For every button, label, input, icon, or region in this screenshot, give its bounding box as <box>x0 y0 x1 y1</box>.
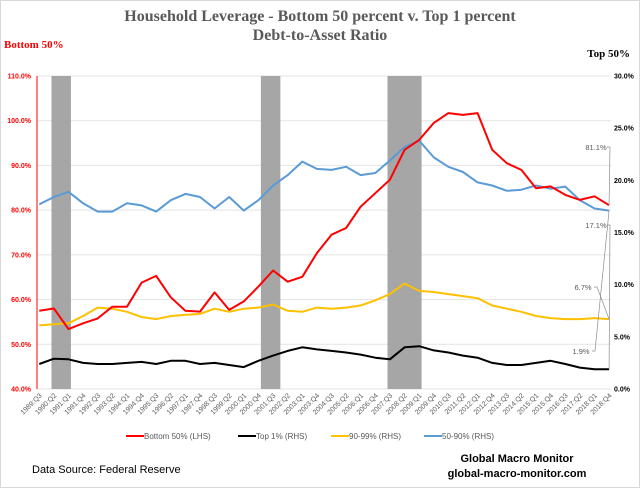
recession-bar <box>260 76 281 389</box>
right-axis-title: Top 50% <box>587 48 630 60</box>
series-line-bottom <box>39 112 610 331</box>
legend-label: Bottom 50% (LHS) <box>144 432 211 441</box>
annotation-leader <box>607 224 611 370</box>
left-tick-label: 100.0% <box>7 118 32 125</box>
left-tick-label: 110.0% <box>8 74 32 81</box>
data-source: Data Source: Federal Reserve <box>32 464 181 476</box>
series-line-top <box>38 345 610 371</box>
annotation-leader <box>594 286 610 320</box>
annotation-leader <box>607 146 611 206</box>
series-line-50-90% <box>38 139 610 213</box>
legend-label: Top 1% (RHS) <box>256 432 307 441</box>
chart-title: Household Leverage - Bottom 50 percent v… <box>124 8 516 25</box>
right-tick-label: 20.0% <box>614 178 635 185</box>
series-line-90-99% <box>39 282 610 327</box>
brand-url: global-macro-monitor.com <box>448 468 587 480</box>
annotation-label: 17.1% <box>585 221 607 230</box>
annotation-label: 6.7% <box>574 283 591 292</box>
right-tick-label: 5.0% <box>614 334 631 341</box>
legend-label: 50-90% (RHS) <box>442 432 494 441</box>
left-tick-label: 70.0% <box>11 252 32 259</box>
left-tick-label: 80.0% <box>11 208 32 215</box>
annotation-label: 81.1% <box>585 143 607 152</box>
left-tick-label: 60.0% <box>11 297 32 304</box>
legend-label: 90-99% (RHS) <box>349 432 401 441</box>
right-tick-label: 30.0% <box>614 74 635 81</box>
brand-name: Global Macro Monitor <box>460 453 574 465</box>
annotation-label: 1.9% <box>572 347 589 356</box>
recession-bar <box>51 76 71 389</box>
annotation-leader <box>592 210 610 352</box>
chart-subtitle: Debt-to-Asset Ratio <box>253 27 388 44</box>
right-tick-label: 0.0% <box>614 387 631 394</box>
left-tick-label: 50.0% <box>11 342 32 349</box>
recession-bar <box>387 76 422 389</box>
right-tick-label: 15.0% <box>614 230 635 237</box>
right-tick-label: 25.0% <box>614 126 635 133</box>
left-axis-title: Bottom 50% <box>4 39 64 51</box>
right-tick-label: 10.0% <box>614 282 635 289</box>
left-tick-label: 90.0% <box>11 163 32 170</box>
left-tick-label: 40.0% <box>11 387 32 394</box>
